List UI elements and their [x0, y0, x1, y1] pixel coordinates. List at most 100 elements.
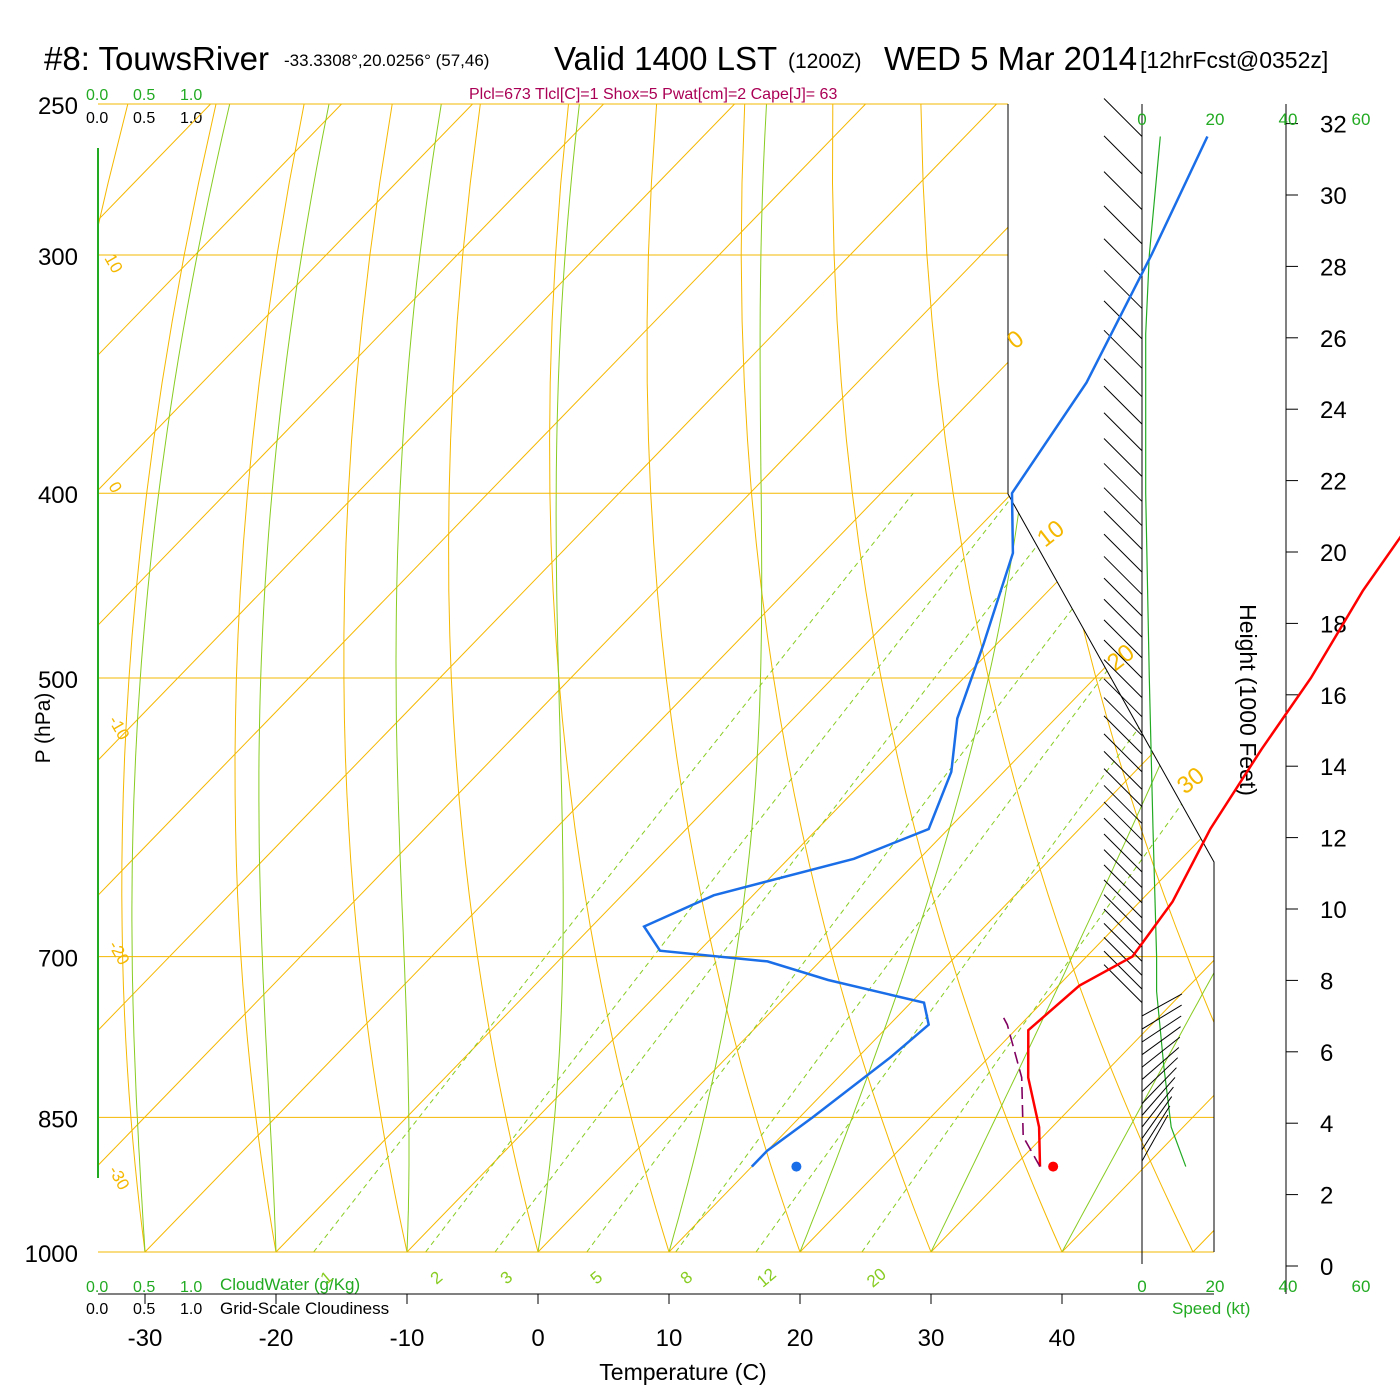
indices-line: Plcl=673 Tlcl[C]=1 Shox=5 Pwat[cm]=2 Cap…	[469, 86, 837, 103]
dry-adiabat-line	[549, 104, 670, 1252]
wind-barb	[1141, 1036, 1181, 1068]
mixing-ratio-label: 12	[753, 1264, 780, 1291]
isotherm-line	[1192, 104, 1214, 1252]
speed-bottom-tick-label: 40	[1279, 1277, 1298, 1296]
wind-barb	[1103, 936, 1143, 976]
dry-adiabat-line	[121, 104, 217, 1252]
isotherm-line	[98, 104, 342, 1252]
parcel-line	[1001, 1015, 1041, 1167]
height-tick-label: 8	[1320, 968, 1333, 995]
pressure-tick-label: 1000	[25, 1241, 78, 1268]
isotherm-label: 0	[1002, 325, 1029, 355]
wind-barb	[1103, 300, 1143, 340]
top-cloudwater-tick-0: 0.0	[86, 87, 108, 104]
wind-barb	[1103, 733, 1143, 773]
height-tick-label: 0	[1320, 1254, 1333, 1281]
height-tick-label: 6	[1320, 1040, 1333, 1067]
plot-frame	[97, 104, 1298, 1304]
height-axis-title: Height (1000 Feet)	[1235, 604, 1261, 796]
wind-barb	[1103, 171, 1143, 210]
pressure-tick-label: 850	[38, 1106, 78, 1133]
x-tick-label: -30	[128, 1325, 163, 1352]
x-tick-label: -20	[259, 1325, 294, 1352]
wind-barb	[1103, 577, 1143, 617]
pressure-tick-label: 700	[38, 946, 78, 973]
top-cloudwater-tick-1: 0.5	[133, 87, 155, 104]
pressure-tick-label: 300	[38, 244, 78, 271]
height-tick-label: 12	[1320, 826, 1347, 853]
speed-top-tick-label: 0	[1137, 110, 1146, 129]
speed-bottom-tick-label: 0	[1137, 1277, 1146, 1296]
bottom-cloudiness-tick-0: 0.0	[86, 1301, 108, 1318]
wind-barb	[1103, 864, 1143, 904]
wind-barb	[1103, 678, 1143, 718]
dry-adiabat-line	[448, 104, 539, 1252]
bottom-cloudiness-tick-2: 1.0	[180, 1301, 202, 1318]
moist-adiabat-line	[1061, 104, 1214, 1252]
wind-barb	[1103, 923, 1143, 962]
moist-adiabat-line	[930, 104, 1214, 1252]
bottom-cloudwater-tick-2: 1.0	[180, 1279, 202, 1296]
top-scales: 0.0 0.5 1.0 0.0 0.5 1.0	[86, 87, 202, 127]
wind-barb	[1103, 768, 1143, 807]
wind-barb	[1103, 385, 1143, 425]
x-tick-label: 40	[1049, 1325, 1076, 1352]
speed-top-tick-label: 60	[1352, 110, 1371, 129]
top-cloudwater-tick-2: 1.0	[180, 87, 202, 104]
dry-adiabat-line	[343, 104, 408, 1252]
wind-barb	[1141, 1026, 1181, 1056]
isotherm-label: -10	[105, 713, 134, 744]
temperature-line	[1026, 535, 1400, 1167]
wind-barb	[1103, 715, 1143, 755]
x-axis-title: Temperature (C)	[599, 1359, 766, 1385]
height-tick-label: 32	[1320, 112, 1347, 139]
speed-bottom-tick-label: 60	[1352, 1277, 1371, 1296]
mixing-ratio-label: 20	[863, 1264, 890, 1291]
bottom-cloudiness-tick-1: 0.5	[133, 1301, 155, 1318]
dewpoint-line	[642, 135, 1209, 1168]
wind-barb	[1103, 849, 1143, 888]
wind-barb	[1103, 964, 1143, 1004]
pressure-tick-label: 250	[38, 93, 78, 120]
wind-barb	[1141, 1047, 1180, 1080]
x-tick-label: 10	[656, 1325, 683, 1352]
wind-barb	[1141, 1114, 1169, 1162]
wind-barb	[1103, 487, 1143, 527]
wind-barb	[1141, 1067, 1177, 1105]
wind-barb	[1103, 833, 1143, 873]
mixing-ratio-label: 3	[497, 1267, 516, 1288]
moist-adiabat-line	[537, 104, 580, 1252]
dry-adiabat-line	[646, 104, 801, 1252]
wind-barb	[1103, 785, 1143, 824]
height-tick-label: 20	[1320, 540, 1347, 567]
sounding-series	[642, 135, 1400, 1172]
speed-top-tick-label: 40	[1279, 110, 1298, 129]
isotherm-label: 20	[1102, 639, 1140, 677]
height-tick-label: 28	[1320, 254, 1347, 281]
mixing-ratio-label: 5	[587, 1267, 606, 1288]
height-tick-label: 24	[1320, 397, 1347, 424]
height-tick-label: 16	[1320, 683, 1347, 710]
isotherm-line	[98, 104, 473, 1252]
isobar-lines	[98, 103, 1214, 1253]
wind-barb	[1103, 751, 1143, 790]
mixing-ratio-label: 2	[427, 1267, 446, 1288]
height-tick-label: 14	[1320, 754, 1347, 781]
bottom-cloudwater-tick-0: 0.0	[86, 1279, 108, 1296]
wind-barb	[1141, 993, 1183, 1017]
x-tick-label: 30	[918, 1325, 945, 1352]
wind-barb	[1141, 1015, 1182, 1043]
isotherm-line	[98, 104, 604, 1252]
speed-axis-title: Speed (kt)	[1172, 1299, 1250, 1318]
mixing-ratio-label: 8	[677, 1267, 696, 1288]
wind-barb	[1103, 358, 1143, 398]
dry-adiabat-line	[234, 104, 305, 1252]
top-cloudiness-tick-1: 0.5	[133, 110, 155, 127]
dry-adiabat-line	[831, 104, 1063, 1252]
moist-adiabat-line	[131, 104, 231, 1252]
isotherm-line	[930, 104, 1214, 1252]
wind-barb	[1103, 817, 1143, 857]
isotherm-label: -30	[105, 1163, 134, 1194]
